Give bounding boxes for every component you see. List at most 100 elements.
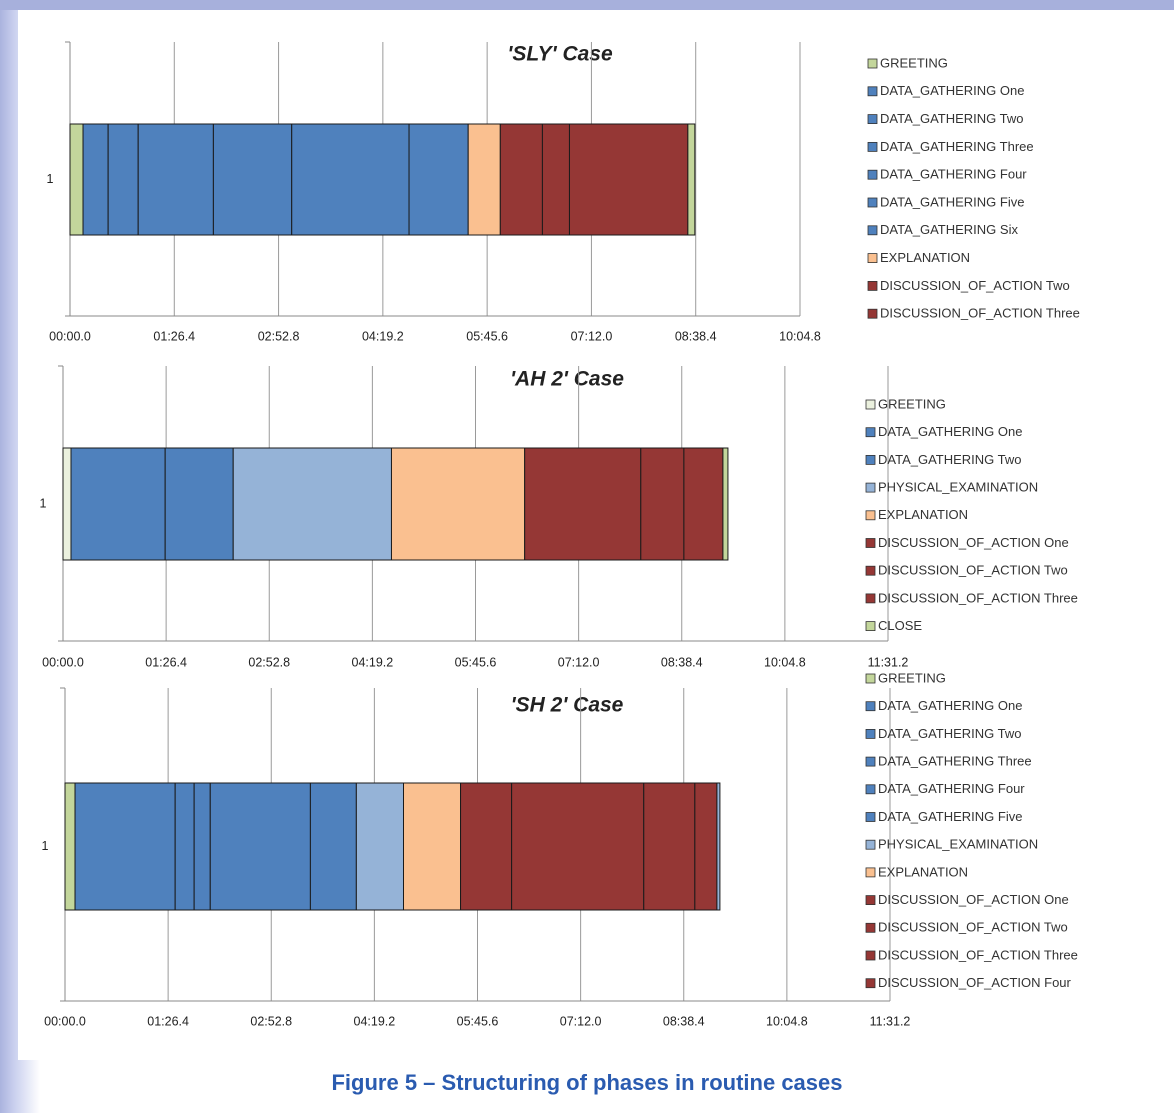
legend-swatch xyxy=(865,538,876,548)
x-tick-label: 11:31.2 xyxy=(868,655,909,669)
chart-title: 'SLY' Case xyxy=(507,43,613,66)
legend-swatch xyxy=(867,197,878,208)
y-tick-label: 1 xyxy=(40,496,47,510)
bar-segment xyxy=(232,447,392,561)
x-tick-label: 02:52.8 xyxy=(248,655,290,669)
x-tick-label: 08:38.4 xyxy=(661,655,703,669)
legend-label: PHYSICAL_EXAMINATION xyxy=(878,837,1038,852)
y-tick-label: 1 xyxy=(47,172,54,186)
x-tick-label: 11:31.2 xyxy=(870,1014,911,1028)
legend-label: EXPLANATION xyxy=(880,250,970,265)
chart-title: 'SH 2' Case xyxy=(511,694,624,717)
x-tick-label: 04:19.2 xyxy=(362,329,404,343)
x-tick-label: 04:19.2 xyxy=(354,1014,396,1028)
legend-label: DATA_GATHERING One xyxy=(878,424,1022,439)
y-tick-label: 1 xyxy=(42,839,49,853)
legend-swatch xyxy=(867,58,878,69)
legend-swatch xyxy=(865,978,876,989)
legend-swatch xyxy=(867,225,878,236)
x-tick-label: 05:45.6 xyxy=(466,329,508,343)
legend-swatch xyxy=(865,784,876,795)
legend-swatch xyxy=(865,399,876,410)
legend-swatch xyxy=(865,427,876,438)
caption: Figure 5 – Structuring of phases in rout… xyxy=(331,1070,843,1095)
bar-segment xyxy=(174,782,195,911)
bar-segment xyxy=(212,123,293,236)
legend-swatch xyxy=(865,812,876,822)
legend-label: EXPLANATION xyxy=(878,864,968,879)
x-tick-label: 07:12.0 xyxy=(571,329,613,343)
bar-segment xyxy=(524,447,642,561)
legend-label: DATA_GATHERING Five xyxy=(878,809,1022,824)
bar-segment xyxy=(402,782,462,911)
bar-segment xyxy=(390,447,526,561)
x-tick-label: 04:19.2 xyxy=(352,655,394,669)
legend-label: EXPLANATION xyxy=(878,507,968,522)
bar-segment xyxy=(460,782,513,911)
legend-swatch xyxy=(867,280,878,291)
bar-segment xyxy=(107,123,139,236)
legend-swatch xyxy=(865,565,876,576)
x-tick-label: 01:26.4 xyxy=(145,655,187,669)
bar-segment xyxy=(137,123,214,236)
x-tick-label: 02:52.8 xyxy=(258,329,300,343)
bar-segment xyxy=(309,782,357,911)
legend-label: GREETING xyxy=(880,55,948,70)
bar-segment xyxy=(193,782,211,911)
bar-segment xyxy=(683,447,724,561)
legend-label: PHYSICAL_EXAMINATION xyxy=(878,480,1038,495)
legend-swatch xyxy=(865,621,876,631)
legend-label: DATA_GATHERING Three xyxy=(880,139,1034,154)
legend-label: DATA_GATHERING Four xyxy=(880,167,1027,182)
x-tick-label: 10:04.8 xyxy=(766,1014,808,1028)
legend-label: DISCUSSION_OF_ACTION One xyxy=(878,892,1069,907)
legend-swatch xyxy=(865,673,876,684)
bar-segment xyxy=(408,123,469,236)
x-tick-label: 10:04.8 xyxy=(779,329,821,343)
legend-label: DATA_GATHERING Two xyxy=(880,111,1024,126)
legend-swatch xyxy=(865,756,876,767)
bar-segment xyxy=(70,447,166,561)
legend-label: DISCUSSION_OF_ACTION Two xyxy=(880,278,1070,293)
legend-label: DISCUSSION_OF_ACTION Three xyxy=(878,947,1078,962)
legend-label: DISCUSSION_OF_ACTION One xyxy=(878,535,1069,550)
bar-segment xyxy=(69,123,84,236)
legend-label: GREETING xyxy=(878,396,946,411)
x-tick-label: 07:12.0 xyxy=(560,1014,602,1028)
x-tick-label: 10:04.8 xyxy=(764,655,806,669)
bar-segment xyxy=(164,447,234,561)
legend-swatch xyxy=(865,454,876,465)
legend-label: CLOSE xyxy=(878,618,922,633)
x-tick-label: 00:00.0 xyxy=(49,329,91,343)
legend-label: GREETING xyxy=(878,670,946,685)
legend-swatch xyxy=(865,482,876,493)
legend-swatch xyxy=(867,86,878,97)
bar-segment xyxy=(74,782,176,911)
legend-label: DATA_GATHERING Six xyxy=(880,222,1018,237)
legend-swatch xyxy=(867,114,878,124)
x-tick-label: 05:45.6 xyxy=(457,1014,499,1028)
legend-label: DISCUSSION_OF_ACTION Three xyxy=(878,590,1078,605)
legend-swatch xyxy=(865,950,876,961)
legend-swatch xyxy=(865,510,876,521)
legend-label: DATA_GATHERING Three xyxy=(878,754,1032,769)
bar-segment xyxy=(209,782,311,911)
bar-segment xyxy=(640,447,685,561)
bar-segment xyxy=(687,123,696,236)
legend-label: DISCUSSION_OF_ACTION Two xyxy=(878,563,1068,578)
legend-swatch xyxy=(867,253,878,264)
bar-segment xyxy=(643,782,696,911)
bar-segment xyxy=(541,123,570,236)
x-tick-label: 02:52.8 xyxy=(250,1014,292,1028)
x-tick-label: 00:00.0 xyxy=(42,655,84,669)
bar-segment xyxy=(64,782,76,911)
bar-segment xyxy=(511,782,645,911)
legend-label: DATA_GATHERING Two xyxy=(878,452,1022,467)
legend-swatch xyxy=(865,867,876,878)
legend-label: DATA_GATHERING Two xyxy=(878,726,1022,741)
legend-label: DISCUSSION_OF_ACTION Four xyxy=(878,975,1072,990)
bar-segment xyxy=(694,782,718,911)
legend-swatch xyxy=(867,141,878,152)
bar-segment xyxy=(568,123,689,236)
x-tick-label: 05:45.6 xyxy=(455,655,497,669)
